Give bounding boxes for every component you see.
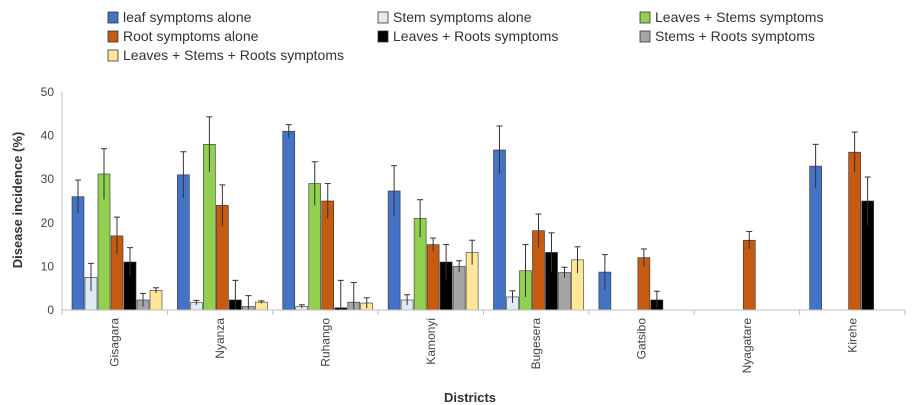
legend-label: Stems + Roots symptoms — [655, 28, 815, 44]
bar — [848, 151, 861, 311]
y-tick-label: 0 — [47, 303, 54, 317]
legend-label: Root symptoms alone — [123, 28, 259, 44]
y-tick-label: 30 — [41, 172, 55, 186]
x-tick-label: Gisagara — [108, 318, 122, 367]
chart-bars — [71, 116, 874, 311]
x-tick-label: Bugesera — [529, 318, 543, 370]
legend-label: Leaves + Stems + Roots symptoms — [123, 47, 344, 63]
legend-swatch — [639, 11, 651, 24]
chart-legend: leaf symptoms alone Stem symptoms alone Le… — [107, 9, 823, 63]
bar — [71, 196, 85, 311]
bar — [558, 272, 571, 311]
bar — [493, 149, 506, 311]
x-tick-label: Gatsibo — [635, 318, 649, 360]
chart-axes: 0 10 20 30 40 50 Gisagara Nyanza Ruhango Kamonyi B… — [41, 85, 906, 374]
x-tick-label: Nyagatare — [740, 318, 754, 374]
bar — [426, 244, 440, 311]
legend-swatch — [377, 30, 389, 43]
legend-label: Leaves + Stems symptoms — [655, 9, 823, 25]
x-axis-title: Districts — [444, 390, 496, 405]
legend-label: Leaves + Roots symptoms — [393, 28, 558, 44]
legend-label: Stem symptoms alone — [393, 9, 532, 25]
bar — [282, 130, 296, 311]
legend-swatch — [107, 49, 119, 62]
y-tick-label: 40 — [41, 129, 55, 143]
bar — [452, 266, 466, 311]
y-axis-title: Disease incidence (%) — [10, 132, 25, 269]
legend-label: leaf symptoms alone — [123, 9, 252, 25]
legend-swatch — [107, 11, 119, 24]
x-tick-label: Nyanza — [213, 318, 227, 359]
bar — [149, 290, 163, 311]
y-tick-label: 50 — [41, 85, 55, 99]
x-tick-label: Ruhango — [318, 318, 332, 367]
y-tick-label: 20 — [41, 216, 55, 230]
legend-swatch — [107, 30, 119, 43]
y-tick-label: 10 — [41, 259, 55, 273]
bar — [742, 239, 756, 311]
legend-swatch — [639, 30, 651, 43]
legend-swatch — [377, 11, 389, 24]
x-tick-label: Kamonyi — [424, 318, 438, 365]
x-tick-label: Kirehe — [845, 318, 859, 353]
